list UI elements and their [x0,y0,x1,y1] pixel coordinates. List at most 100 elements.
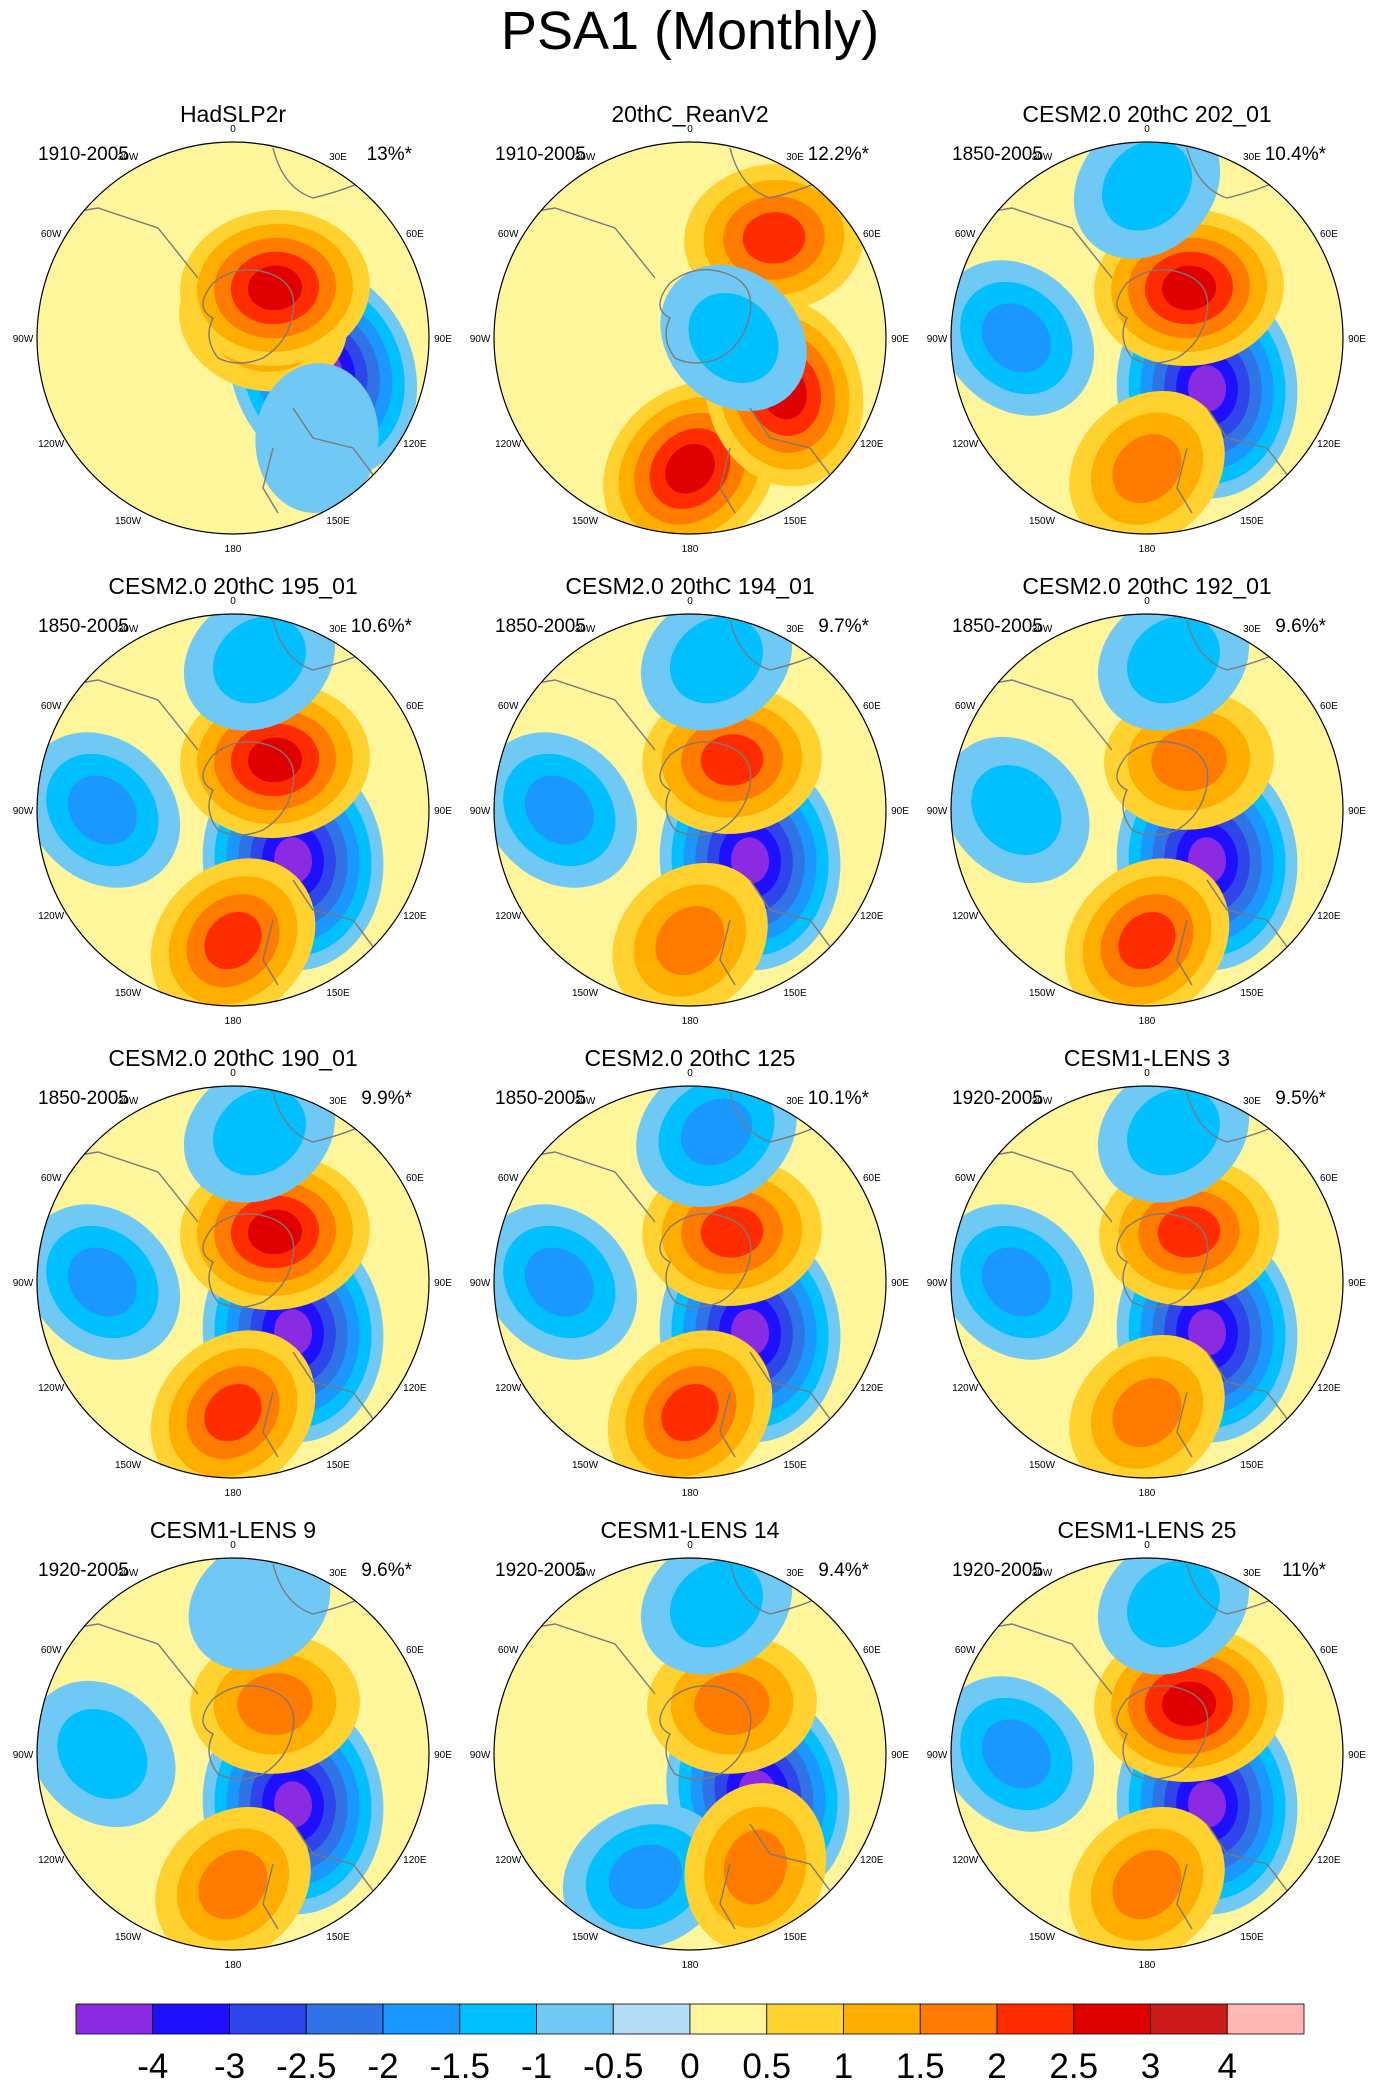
longitude-label: 0 [1144,1540,1150,1551]
panel-title: CESM2.0 20thC 195_01 [108,573,357,599]
longitude-label: 90W [13,1750,34,1761]
colorbar-label: -0.5 [583,2047,643,2086]
colorbar-label: 1 [834,2047,853,2086]
panel-variance: 11%* [1282,1560,1327,1581]
longitude-label: 120E [1317,1855,1341,1866]
panel-variance: 10.1%* [808,1088,870,1109]
panel-title: HadSLP2r [180,101,286,127]
map-svg: CESM1-LENS 14 1920-2005 9.4%* 0 30E 60E 90E 120… [470,1517,910,1971]
longitude-label: 0 [687,124,693,135]
map-svg: CESM1-LENS 3 1920-2005 9.5%* 0 30E 60E 90E 120E… [927,1045,1367,1499]
longitude-label: 60E [1320,1173,1338,1184]
panel-period: 1920-2005 [952,1088,1043,1109]
map-svg: HadSLP2r 1910-2005 13%* 0 30E 60E 90E 120E 150E 1… [13,101,453,555]
longitude-label: 60E [406,229,424,240]
contour-level [981,1247,1051,1317]
longitude-label: 30W [1032,152,1053,163]
colorbar-label: 2 [987,2047,1006,2086]
longitude-label: 150E [326,516,350,527]
longitude-label: 150W [572,1932,599,1943]
map-panel: 20thC_ReanV2 1910-2005 12.2%* 0 30E 60E 90E 120… [470,80,937,555]
colorbar-swatch [766,2003,844,2035]
longitude-label: 150E [326,988,350,999]
contour-level [700,1206,764,1258]
longitude-label: 30E [786,1568,804,1579]
contour-level [1161,265,1217,311]
colorbar-swatch [1150,2003,1228,2035]
map-panel: CESM1-LENS 25 1920-2005 11%* 0 30E 60E 90E 120E… [927,1496,1380,1971]
longitude-label: 120E [860,439,884,450]
longitude-label: 150W [1029,1460,1056,1471]
longitude-label: 90W [470,1278,491,1289]
panel-title: CESM2.0 20thC 190_01 [108,1045,357,1071]
longitude-label: 0 [230,1068,236,1079]
longitude-label: 0 [1144,124,1150,135]
longitude-label: 90E [891,806,909,817]
contour-field [951,142,1343,534]
longitude-label: 90W [927,806,948,817]
contour-level [669,1560,763,1648]
colorbar-swatch [152,2003,230,2035]
longitude-label: 60W [41,701,62,712]
colorbar-swatch [1073,2003,1151,2035]
map-svg: CESM2.0 20thC 202_01 1850-2005 10.4%* 0 30E 6… [927,101,1367,555]
longitude-label: 30E [1243,1096,1261,1107]
contour-level [661,1384,719,1442]
map-svg: CESM1-LENS 9 1920-2005 9.6%* 0 30E 60E 90E 120E… [13,1517,453,1971]
longitude-label: 60W [955,1645,976,1656]
colorbar-swatch [382,2003,461,2035]
longitude-label: 90E [891,334,909,345]
longitude-label: 60E [1320,229,1338,240]
map-boundary [493,1085,887,1479]
longitude-label: 120W [38,1383,65,1394]
map-svg: CESM2.0 20thC 190_01 1850-2005 9.9%* 0 30E 60… [13,1045,453,1499]
panel-title: CESM1-LENS 25 [1058,1517,1237,1543]
longitude-label: 120W [38,439,65,450]
longitude-label: 0 [687,596,693,607]
contour-level [247,737,303,783]
colorbar-graphic: -4 -3 -2.5 -2 -1.5 -1 -0.5 0 0.5 1 1.5 2 2.5 3 4 [75,2003,1305,2086]
colorbar-swatch [1226,2003,1305,2035]
longitude-label: 30W [118,1568,139,1579]
longitude-label: 30W [118,624,139,635]
colorbar-label: -1 [521,2047,552,2086]
contour-level [731,837,770,884]
panel-variance: 9.5%* [1275,1088,1326,1109]
colorbar-swatch [689,2003,768,2035]
contour-level [669,616,763,704]
map-boundary [36,141,430,535]
colorbar-label: -4 [137,2047,168,2086]
map-panel: CESM2.0 20thC 202_01 1850-2005 10.4%* 0 30E 6… [927,80,1380,555]
longitude-label: 150W [572,516,599,527]
longitude-label: 60E [1320,701,1338,712]
contour-field [37,1086,429,1478]
longitude-label: 120W [495,911,522,922]
longitude-label: 90E [1348,806,1366,817]
longitude-label: 90E [434,1750,452,1761]
longitude-label: 30W [575,152,596,163]
longitude-label: 90E [434,334,452,345]
contour-level [1188,1309,1227,1356]
colorbar-swatch [459,2003,537,2035]
page-title: PSA1 (Monthly) [500,1,880,61]
colorbar-label: 4 [1218,2047,1237,2086]
longitude-label: 30E [329,152,347,163]
contour-field [951,1558,1343,1950]
longitude-label: 180 [225,1960,242,1971]
contour-level [1126,1560,1220,1648]
panel-title: CESM2.0 20thC 192_01 [1022,573,1271,599]
longitude-label: 30E [329,1568,347,1579]
longitude-label: 60E [406,1173,424,1184]
longitude-label: 180 [225,544,242,555]
longitude-label: 120W [495,439,522,450]
panel-variance: 9.9%* [361,1088,412,1109]
longitude-label: 180 [1139,544,1156,555]
longitude-label: 150W [572,988,599,999]
longitude-label: 30W [575,624,596,635]
longitude-label: 180 [682,1960,699,1971]
longitude-label: 30W [1032,1568,1053,1579]
panel-period: 1850-2005 [495,1088,586,1109]
longitude-label: 60W [498,1645,519,1656]
map-panel: CESM1-LENS 3 1920-2005 9.5%* 0 30E 60E 90E 120E… [927,1024,1380,1499]
longitude-label: 120W [38,1855,65,1866]
